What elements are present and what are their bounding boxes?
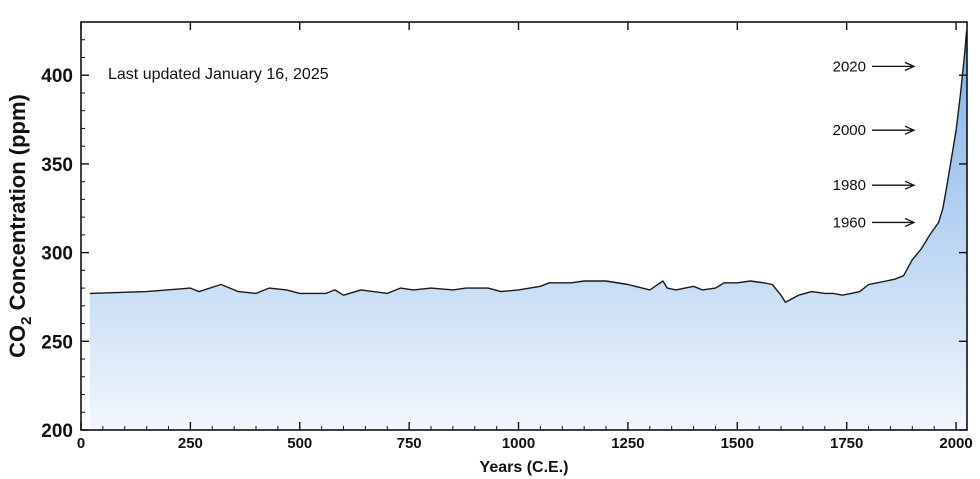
y-tick-label: 300 (41, 244, 73, 265)
y-axis-title-subscript: 2 (18, 317, 35, 325)
y-tick-label: 350 (41, 155, 73, 176)
x-axis-title: Years (C.E.) (480, 459, 569, 476)
arrow-head-icon (904, 125, 916, 135)
x-axis: 0 250 500 750 1000 1250 1500 1750 2000 (77, 22, 973, 452)
x-tick-label: 2000 (939, 435, 972, 452)
arrow-head-icon (904, 61, 916, 71)
plot-area (89, 30, 968, 431)
plot-frame (80, 21, 968, 431)
year-annotation-label: 1980 (833, 177, 866, 194)
x-tick-label: 750 (397, 435, 422, 452)
x-tick-label: 1250 (611, 435, 644, 452)
x-tick-label: 1000 (502, 435, 535, 452)
x-tick-label: 250 (178, 435, 203, 452)
x-tick-label: 500 (287, 435, 312, 452)
x-tick-label: 1750 (830, 435, 863, 452)
last-updated-text: Last updated January 16, 2025 (108, 66, 329, 83)
y-tick-label: 200 (41, 421, 73, 442)
y-axis-title: CO2 Concentration (ppm) (5, 94, 35, 358)
y-axis-title-main: CO (5, 325, 30, 358)
co2-series-line (89, 30, 968, 303)
year-annotation-label: 1960 (833, 214, 866, 231)
year-annotations: 2020 2000 1980 1960 (833, 58, 916, 231)
x-tick-label: 0 (77, 435, 85, 452)
year-annotation-label: 2000 (833, 122, 866, 139)
y-tick-label: 400 (41, 66, 73, 87)
arrow-head-icon (904, 217, 916, 228)
y-axis: 200 250 300 350 400 (41, 39, 967, 442)
y-tick-label: 250 (41, 332, 73, 353)
y-axis-title-rest: Concentration (ppm) (5, 94, 30, 316)
year-annotation-label: 2020 (833, 58, 866, 75)
co2-area-fill (89, 30, 967, 431)
x-tick-label: 1500 (721, 435, 754, 452)
arrow-head-icon (904, 180, 916, 190)
